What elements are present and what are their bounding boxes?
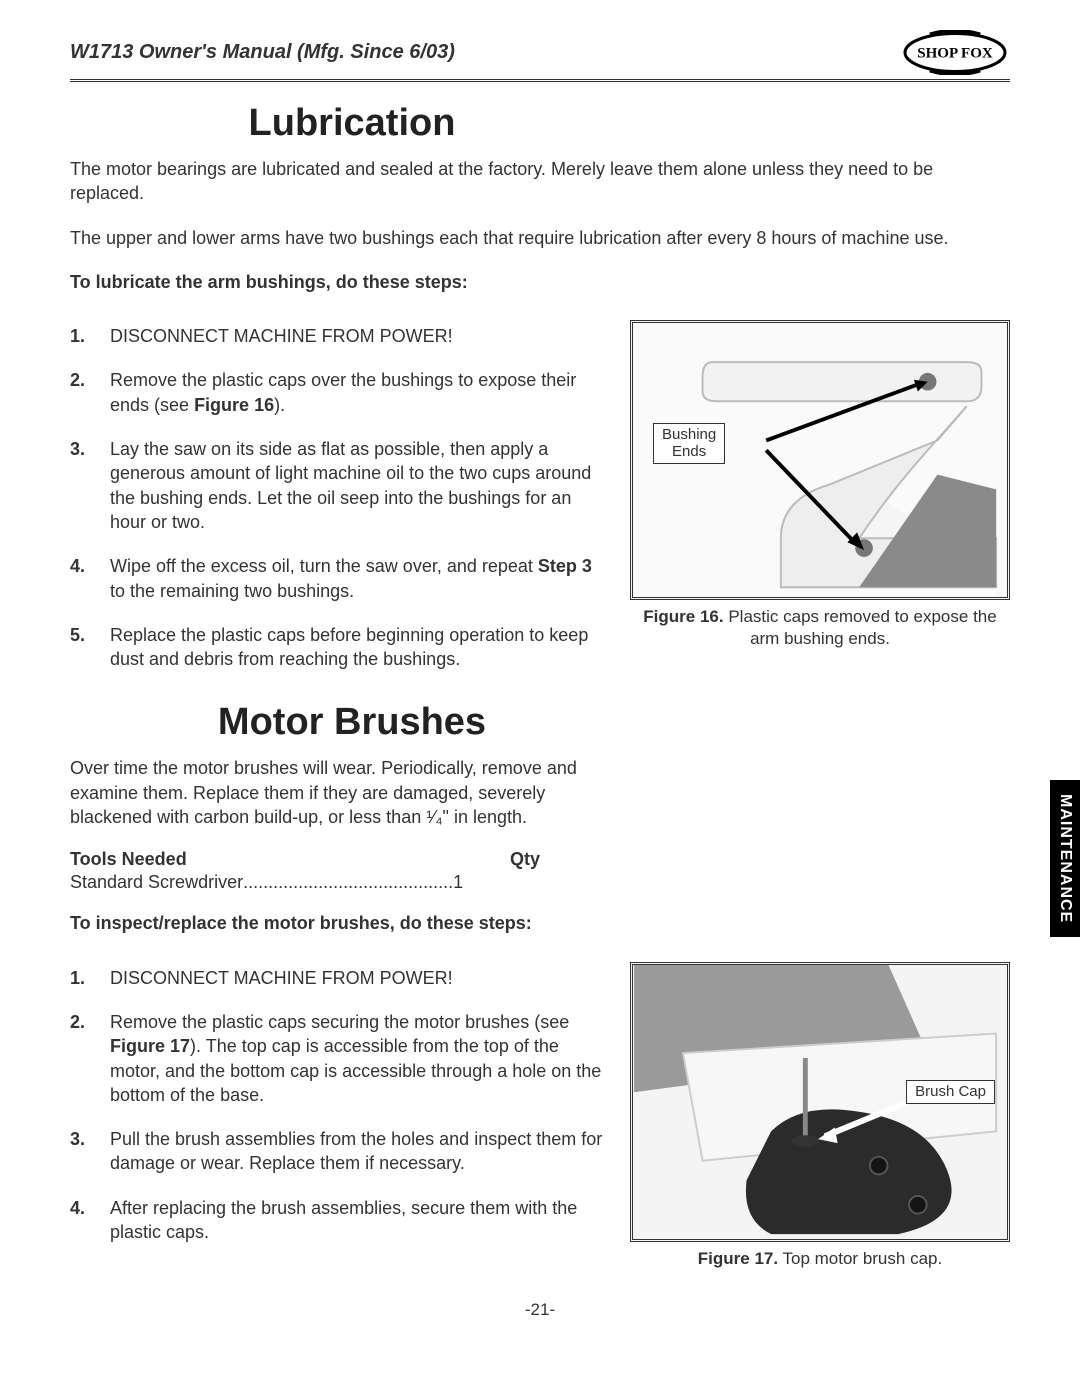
lubrication-step-3: Lay the saw on its side as flat as possi…: [70, 437, 610, 534]
lubrication-para-1: The motor bearings are lubricated and se…: [70, 157, 1010, 206]
figure-17-image: Brush Cap: [630, 962, 1010, 1242]
tool-row-screwdriver: Standard Screwdriver ...................…: [70, 872, 540, 893]
page-header: W1713 Owner's Manual (Mfg. Since 6/03) S…: [70, 30, 1010, 82]
figure-17-label: Brush Cap: [906, 1080, 995, 1105]
tools-needed-label: Tools Needed: [70, 849, 187, 870]
section-tab-maintenance: MAINTENANCE: [1050, 780, 1080, 937]
motor-brushes-step-3: Pull the brush assemblies from the holes…: [70, 1127, 610, 1176]
lubrication-steps-row: DISCONNECT MACHINE FROM POWER! Remove th…: [70, 314, 1010, 691]
lubrication-step-4: Wipe off the excess oil, turn the saw ov…: [70, 554, 610, 603]
shop-fox-logo: SHOP FOX: [900, 30, 1010, 75]
tools-qty-label: Qty: [510, 849, 540, 870]
section-title-motor-brushes: Motor Brushes: [70, 701, 634, 744]
lubrication-step-1: DISCONNECT MACHINE FROM POWER!: [70, 324, 610, 348]
motor-brushes-steps-lead: To inspect/replace the motor brushes, do…: [70, 911, 1010, 935]
motor-brushes-step-2: Remove the plastic caps securing the mot…: [70, 1010, 610, 1107]
section-title-lubrication: Lubrication: [70, 102, 634, 145]
motor-brushes-step-4: After replacing the brush assemblies, se…: [70, 1196, 610, 1245]
figure-16-caption: Figure 16. Plastic caps removed to expos…: [630, 606, 1010, 650]
figure-16-label: Bushing Ends: [653, 423, 725, 464]
motor-brushes-steps-list: DISCONNECT MACHINE FROM POWER! Remove th…: [70, 966, 610, 1245]
motor-brushes-steps-row: DISCONNECT MACHINE FROM POWER! Remove th…: [70, 956, 1010, 1270]
figure-16-image: Bushing Ends: [630, 320, 1010, 600]
motor-brushes-step-1: DISCONNECT MACHINE FROM POWER!: [70, 966, 610, 990]
lubrication-steps-lead: To lubricate the arm bushings, do these …: [70, 270, 1010, 294]
lubrication-para-2: The upper and lower arms have two bushin…: [70, 226, 1010, 250]
lubrication-step-2: Remove the plastic caps over the bushing…: [70, 368, 610, 417]
manual-title: W1713 Owner's Manual (Mfg. Since 6/03): [70, 41, 455, 64]
logo-text-icon: SHOP FOX: [917, 46, 993, 62]
figure-17-column: Brush Cap Figure 17. Top motor brush cap…: [630, 956, 1010, 1270]
motor-brushes-para-1: Over time the motor brushes will wear. P…: [70, 756, 615, 829]
lubrication-step-5: Replace the plastic caps before beginnin…: [70, 623, 610, 672]
figure-17-caption: Figure 17. Top motor brush cap.: [630, 1248, 1010, 1270]
figure-16-column: Bushing Ends Figure 16. Plastic caps rem…: [630, 314, 1010, 650]
tools-needed-block: Tools Needed Qty Standard Screwdriver ..…: [70, 849, 540, 893]
page-number: -21-: [70, 1300, 1010, 1320]
lubrication-steps-list: DISCONNECT MACHINE FROM POWER! Remove th…: [70, 324, 610, 671]
